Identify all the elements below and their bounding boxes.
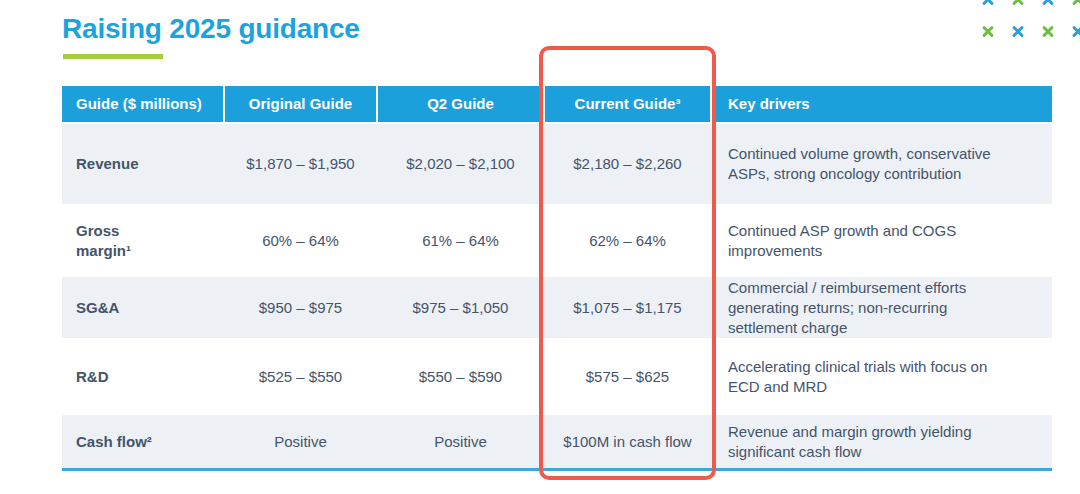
current-guide-value: 62% – 64% (545, 204, 712, 277)
title-underline (63, 54, 163, 59)
page-title: Raising 2025 guidance (62, 13, 360, 45)
header-cell-key-drivers: Key drivers (712, 86, 1052, 122)
x-mark-icon (1072, 25, 1080, 37)
key-drivers-cell: Continued volume growth, conservative AS… (712, 124, 1052, 204)
current-guide-value: $100M in cash flow (545, 415, 712, 468)
q2-guide-value: Positive (378, 415, 545, 468)
row-label-cell: Cash flow² (62, 415, 225, 468)
header-cell-q2-guide: Q2 Guide (378, 86, 545, 122)
row-label: Revenue (76, 154, 139, 174)
header-cell-original-guide: Original Guide (225, 86, 378, 122)
row-label: R&D (76, 367, 109, 387)
original-guide-value: $950 – $975 (225, 277, 378, 338)
x-mark-icon (1012, 0, 1024, 5)
slide: Raising 2025 guidance Guide ($ millions)… (0, 0, 1080, 494)
table-row-revenue: Revenue $1,870 – $1,950 $2,020 – $2,100 … (62, 124, 1052, 204)
row-label-cell: Revenue (62, 124, 225, 204)
x-mark-icon (1012, 25, 1024, 37)
x-mark-icon (982, 0, 994, 5)
key-drivers-text: Revenue and margin growth yielding signi… (728, 422, 971, 462)
q2-guide-value: $975 – $1,050 (378, 277, 545, 338)
q2-guide-value: 61% – 64% (378, 204, 545, 277)
original-guide-value: 60% – 64% (225, 204, 378, 277)
table-header-row: Guide ($ millions) Original Guide Q2 Gui… (62, 86, 1052, 122)
key-drivers-cell: Continued ASP growth and COGS improvemen… (712, 204, 1052, 277)
table-row-gross-margin: Gross margin¹ 60% – 64% 61% – 64% 62% – … (62, 204, 1052, 277)
original-guide-value: $1,870 – $1,950 (225, 124, 378, 204)
x-mark-icon (982, 25, 994, 37)
row-label: SG&A (76, 298, 119, 318)
guidance-table: Guide ($ millions) Original Guide Q2 Gui… (62, 86, 1052, 468)
current-guide-value: $575 – $625 (545, 338, 712, 415)
current-guide-value: $1,075 – $1,175 (545, 277, 712, 338)
current-guide-value: $2,180 – $2,260 (545, 124, 712, 204)
row-label: Gross margin¹ (76, 221, 172, 261)
key-drivers-cell: Commercial / reimbursement efforts gener… (712, 277, 1052, 338)
brand-x-pattern (980, 0, 1080, 42)
row-label: Cash flow² (76, 432, 152, 452)
header-cell-guide: Guide ($ millions) (62, 86, 225, 122)
table-row-cash-flow: Cash flow² Positive Positive $100M in ca… (62, 415, 1052, 468)
original-guide-value: $525 – $550 (225, 338, 378, 415)
table-row-rd: R&D $525 – $550 $550 – $590 $575 – $625 … (62, 338, 1052, 415)
row-label-cell: Gross margin¹ (62, 204, 225, 277)
q2-guide-value: $550 – $590 (378, 338, 545, 415)
table-bottom-border (62, 468, 1052, 471)
x-mark-icon (1072, 0, 1080, 5)
original-guide-value: Positive (225, 415, 378, 468)
row-label-cell: R&D (62, 338, 225, 415)
key-drivers-text: Continued ASP growth and COGS improvemen… (728, 221, 956, 261)
key-drivers-cell: Revenue and margin growth yielding signi… (712, 415, 1052, 468)
key-drivers-text: Accelerating clinical trials with focus … (728, 357, 987, 397)
x-mark-icon (1042, 0, 1054, 5)
q2-guide-value: $2,020 – $2,100 (378, 124, 545, 204)
x-mark-icon (1042, 25, 1054, 37)
key-drivers-cell: Accelerating clinical trials with focus … (712, 338, 1052, 415)
table-row-sga: SG&A $950 – $975 $975 – $1,050 $1,075 – … (62, 277, 1052, 338)
row-label-cell: SG&A (62, 277, 225, 338)
key-drivers-text: Commercial / reimbursement efforts gener… (728, 278, 966, 338)
key-drivers-text: Continued volume growth, conservative AS… (728, 144, 991, 184)
header-cell-current-guide: Current Guide³ (545, 86, 712, 122)
